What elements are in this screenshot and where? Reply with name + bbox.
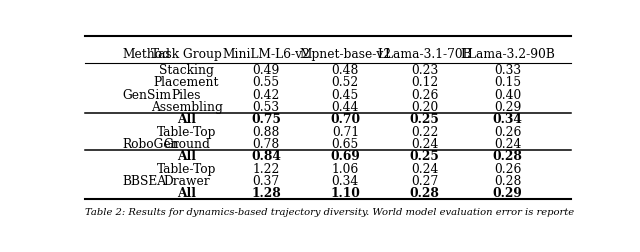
Text: 0.27: 0.27 — [411, 174, 438, 187]
Text: 1.06: 1.06 — [332, 162, 359, 175]
Text: Table 2: Results for dynamics-based trajectory diversity. World model evaluation: Table 2: Results for dynamics-based traj… — [85, 207, 574, 216]
Text: Table-Top: Table-Top — [157, 125, 216, 138]
Text: 1.10: 1.10 — [330, 186, 360, 199]
Text: Stacking: Stacking — [159, 64, 214, 77]
Text: 0.24: 0.24 — [411, 162, 438, 175]
Text: 0.24: 0.24 — [494, 137, 521, 150]
Text: 0.78: 0.78 — [252, 137, 280, 150]
Text: 0.34: 0.34 — [493, 113, 522, 126]
Text: 0.65: 0.65 — [332, 137, 359, 150]
Text: Method: Method — [122, 48, 170, 61]
Text: Drawer: Drawer — [163, 174, 210, 187]
Text: 0.28: 0.28 — [494, 174, 521, 187]
Text: Mpnet-base-v2: Mpnet-base-v2 — [300, 48, 392, 61]
Text: 0.29: 0.29 — [493, 186, 522, 199]
Text: Placement: Placement — [154, 76, 220, 89]
Text: 0.28: 0.28 — [410, 186, 440, 199]
Text: 0.69: 0.69 — [330, 150, 360, 163]
Text: 0.84: 0.84 — [251, 150, 281, 163]
Text: 0.26: 0.26 — [494, 162, 521, 175]
Text: BBSEA: BBSEA — [122, 174, 166, 187]
Text: 0.12: 0.12 — [411, 76, 438, 89]
Text: 0.70: 0.70 — [330, 113, 360, 126]
Text: LLama-3.1-70B: LLama-3.1-70B — [378, 48, 472, 61]
Text: 0.28: 0.28 — [493, 150, 522, 163]
Text: 0.71: 0.71 — [332, 125, 359, 138]
Text: 0.52: 0.52 — [332, 76, 359, 89]
Text: 0.15: 0.15 — [494, 76, 521, 89]
Text: 0.88: 0.88 — [252, 125, 280, 138]
Text: 0.20: 0.20 — [411, 101, 438, 114]
Text: All: All — [177, 150, 196, 163]
Text: 0.29: 0.29 — [494, 101, 521, 114]
Text: Ground: Ground — [163, 137, 210, 150]
Text: Table-Top: Table-Top — [157, 162, 216, 175]
Text: 0.22: 0.22 — [411, 125, 438, 138]
Text: 0.23: 0.23 — [411, 64, 438, 77]
Text: Piles: Piles — [172, 88, 202, 101]
Text: 0.34: 0.34 — [332, 174, 359, 187]
Text: GenSim: GenSim — [122, 88, 172, 101]
Text: RoboGen: RoboGen — [122, 137, 179, 150]
Text: 0.53: 0.53 — [252, 101, 280, 114]
Text: 0.44: 0.44 — [332, 101, 359, 114]
Text: 0.42: 0.42 — [252, 88, 280, 101]
Text: 0.75: 0.75 — [251, 113, 281, 126]
Text: All: All — [177, 113, 196, 126]
Text: 0.25: 0.25 — [410, 150, 440, 163]
Text: 0.24: 0.24 — [411, 137, 438, 150]
Text: 0.26: 0.26 — [411, 88, 438, 101]
Text: 0.49: 0.49 — [252, 64, 280, 77]
Text: 0.37: 0.37 — [252, 174, 280, 187]
Text: MiniLM-L6-v2: MiniLM-L6-v2 — [222, 48, 310, 61]
Text: 0.40: 0.40 — [494, 88, 521, 101]
Text: 1.28: 1.28 — [251, 186, 281, 199]
Text: LLama-3.2-90B: LLama-3.2-90B — [460, 48, 555, 61]
Text: 0.26: 0.26 — [494, 125, 521, 138]
Text: Task Group: Task Group — [151, 48, 222, 61]
Text: 0.25: 0.25 — [410, 113, 440, 126]
Text: 0.33: 0.33 — [494, 64, 521, 77]
Text: 0.45: 0.45 — [332, 88, 359, 101]
Text: 1.22: 1.22 — [252, 162, 280, 175]
Text: Assembling: Assembling — [150, 101, 223, 114]
Text: All: All — [177, 186, 196, 199]
Text: 0.55: 0.55 — [252, 76, 280, 89]
Text: 0.48: 0.48 — [332, 64, 359, 77]
